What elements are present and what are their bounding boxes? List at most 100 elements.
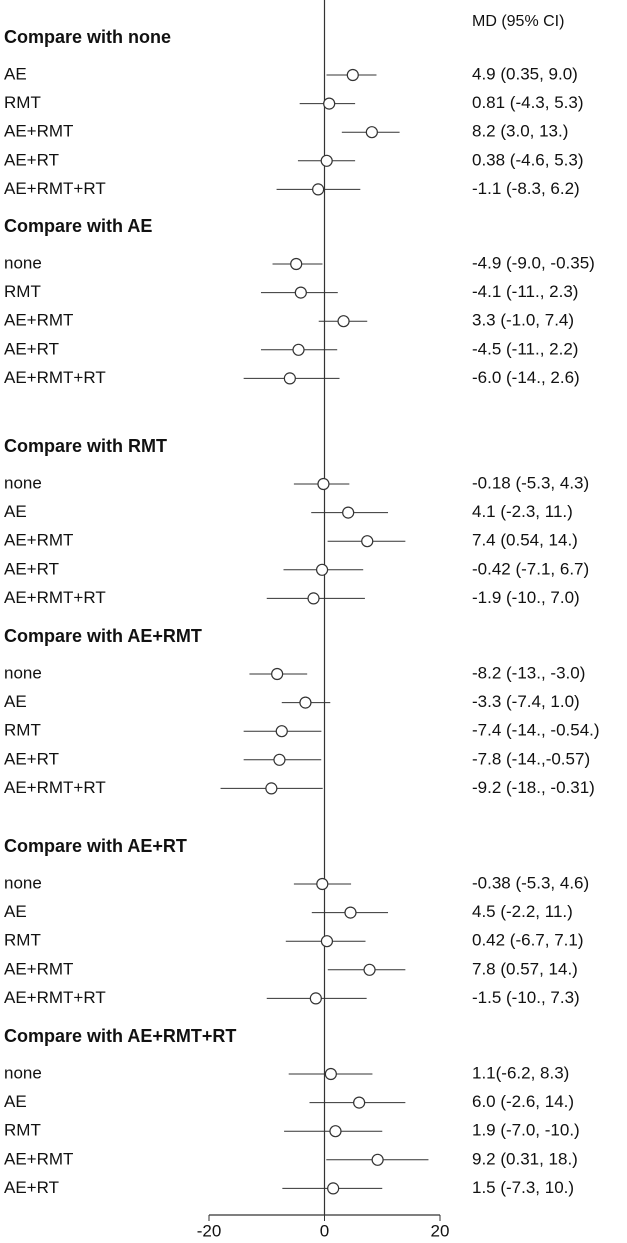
row-label: AE+RMT: [4, 1149, 73, 1168]
point-estimate: [317, 477, 330, 491]
point-estimate: [299, 696, 312, 709]
ci-label: -0.42 (-7.1, 6.7): [472, 559, 589, 578]
ci-label: -3.3 (-7.4, 1.0): [472, 692, 580, 711]
row-label: none: [4, 1063, 42, 1082]
row-label: AE+RMT+RT: [4, 988, 106, 1007]
ci-label: -4.5 (-11., 2.2): [472, 339, 578, 358]
ci-label: -9.2 (-18., -0.31): [472, 778, 595, 797]
row-label: RMT: [4, 721, 41, 740]
point-estimate: [353, 1096, 366, 1109]
ci-label: -7.4 (-14., -0.54.): [472, 721, 600, 740]
row-label: none: [4, 873, 42, 892]
point-estimate: [327, 1182, 340, 1195]
point-estimate: [290, 257, 303, 271]
row-label: RMT: [4, 1121, 41, 1140]
point-estimate: [320, 935, 334, 948]
point-estimate: [271, 667, 284, 681]
group-title: Compare with RMT: [4, 436, 167, 456]
row-label: none: [4, 253, 42, 272]
ci-label: 0.42 (-6.7, 7.1): [472, 931, 584, 950]
row-label: RMT: [4, 282, 41, 301]
point-estimate: [273, 753, 286, 766]
group-title: Compare with AE+RMT: [4, 626, 202, 646]
row-label: none: [4, 663, 42, 682]
row-label: AE+RT: [4, 749, 59, 768]
ci-label: -8.2 (-13., -3.0): [472, 663, 585, 682]
row-label: AE+RMT+RT: [4, 179, 106, 198]
point-estimate: [342, 506, 355, 519]
point-estimate: [363, 963, 376, 976]
row-label: AE+RMT: [4, 122, 73, 141]
ci-label: 0.38 (-4.6, 5.3): [472, 150, 584, 169]
ci-label: 7.4 (0.54, 14.): [472, 531, 578, 550]
ci-label: 3.3 (-1.0, 7.4): [472, 311, 574, 330]
ci-label: 0.81 (-4.3, 5.3): [472, 93, 584, 112]
row-label: AE: [4, 502, 27, 521]
row-label: AE+RT: [4, 339, 59, 358]
ci-label: 4.5 (-2.2, 11.): [472, 902, 573, 921]
x-tick-label: 0: [320, 1221, 329, 1240]
ci-label: 4.9 (0.35, 9.0): [472, 64, 578, 83]
point-estimate: [323, 97, 336, 110]
row-label: AE: [4, 1092, 27, 1111]
x-tick-label: -20: [197, 1221, 222, 1240]
row-label: AE: [4, 64, 27, 83]
group-title: Compare with AE+RT: [4, 836, 187, 856]
point-estimate: [337, 315, 350, 328]
row-label: AE+RT: [4, 150, 59, 169]
row-label: AE+RMT+RT: [4, 778, 106, 797]
row-label: RMT: [4, 93, 41, 112]
column-header: MD (95% CI): [472, 13, 564, 30]
point-estimate: [346, 68, 359, 82]
point-estimate: [283, 372, 296, 385]
group-title: Compare with AE+RMT+RT: [4, 1026, 236, 1046]
ci-label: -1.5 (-10., 7.3): [472, 988, 580, 1007]
point-estimate: [371, 1153, 384, 1166]
ci-label: 1.5 (-7.3, 10.): [472, 1178, 574, 1197]
group-title: Compare with none: [4, 27, 171, 47]
row-label: AE+RMT: [4, 311, 73, 330]
point-estimate: [324, 1067, 337, 1081]
point-estimate: [312, 183, 325, 196]
point-estimate: [316, 877, 329, 891]
ci-label: 4.1 (-2.3, 11.): [472, 502, 573, 521]
point-estimate: [265, 782, 278, 795]
point-estimate: [307, 592, 320, 605]
ci-label: 7.8 (0.57, 14.): [472, 959, 578, 978]
ci-label: -0.18 (-5.3, 4.3): [472, 473, 589, 492]
row-label: AE: [4, 692, 27, 711]
point-estimate: [329, 1125, 342, 1138]
ci-label: -1.9 (-10., 7.0): [472, 588, 580, 607]
ci-label: 8.2 (3.0, 13.): [472, 122, 568, 141]
point-estimate: [361, 535, 374, 548]
row-label: AE+RMT: [4, 959, 73, 978]
ci-label: -0.38 (-5.3, 4.6): [472, 873, 589, 892]
row-label: AE+RMT: [4, 531, 73, 550]
ci-label: -7.8 (-14.,-0.57): [472, 749, 590, 768]
ci-label: 6.0 (-2.6, 14.): [472, 1092, 574, 1111]
group-title: Compare with AE: [4, 216, 152, 236]
ci-label: 1.9 (-7.0, -10.): [472, 1121, 580, 1140]
point-estimate: [365, 126, 378, 139]
row-label: AE+RMT+RT: [4, 588, 106, 607]
point-estimate: [320, 154, 333, 167]
ci-label: 1.1(-6.2, 8.3): [472, 1063, 569, 1082]
row-label: AE: [4, 902, 27, 921]
x-tick-label: 20: [431, 1221, 450, 1240]
point-estimate: [275, 725, 288, 738]
point-estimate: [292, 343, 305, 356]
point-estimate: [344, 906, 357, 919]
row-label: AE+RT: [4, 1178, 59, 1197]
row-label: AE+RT: [4, 559, 59, 578]
ci-label: 9.2 (0.31, 18.): [472, 1149, 578, 1168]
point-estimate: [315, 563, 329, 576]
ci-label: -4.1 (-11., 2.3): [472, 282, 578, 301]
row-label: RMT: [4, 931, 41, 950]
ci-label: -1.1 (-8.3, 6.2): [472, 179, 580, 198]
point-estimate: [309, 992, 322, 1005]
ci-label: -6.0 (-14., 2.6): [472, 368, 580, 387]
row-label: none: [4, 473, 42, 492]
row-label: AE+RMT+RT: [4, 368, 106, 387]
ci-label: -4.9 (-9.0, -0.35): [472, 253, 595, 272]
